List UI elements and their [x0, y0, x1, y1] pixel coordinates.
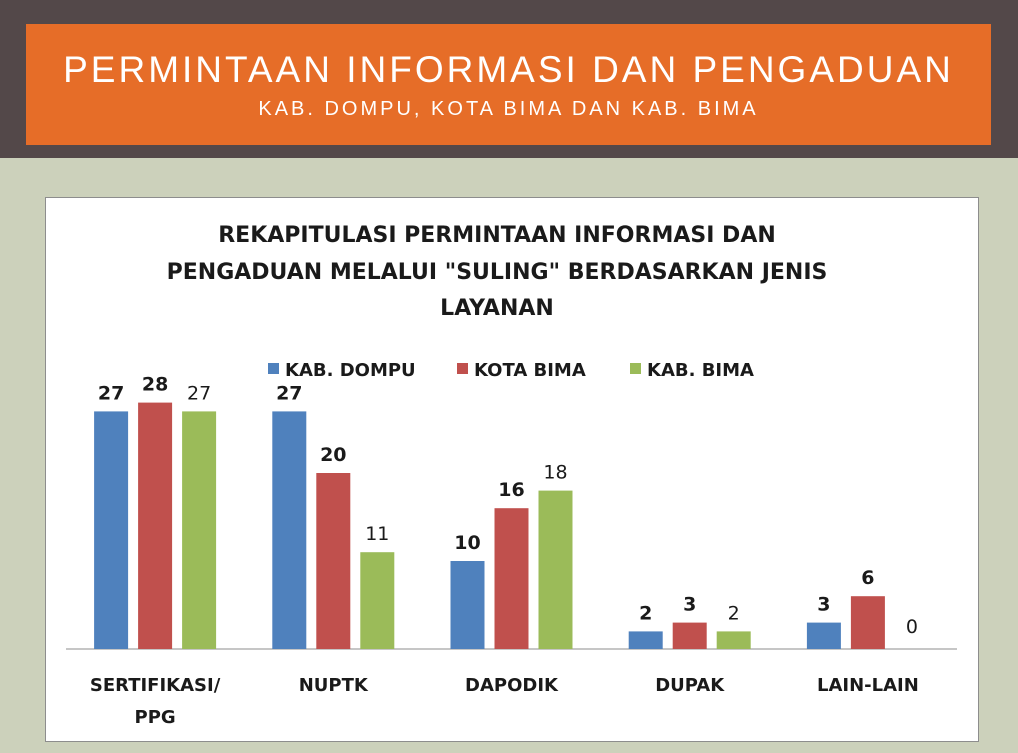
- bar: [538, 490, 573, 649]
- chart-title-line: LAYANAN: [440, 296, 554, 321]
- slide-title: PERMINTAAN INFORMASI DAN PENGADUAN: [63, 49, 954, 90]
- data-label: 10: [454, 532, 480, 554]
- legend-label: KAB. DOMPU: [285, 360, 416, 381]
- category-label: LAIN-LAIN: [817, 675, 919, 696]
- data-label: 16: [498, 479, 524, 501]
- data-label: 2: [639, 602, 652, 624]
- bar: [316, 473, 351, 649]
- bar: [94, 411, 129, 649]
- bar: [672, 622, 707, 649]
- legend-swatch: [630, 363, 641, 374]
- data-label: 27: [187, 382, 211, 404]
- data-label: 27: [98, 382, 124, 404]
- slide-subtitle: KAB. DOMPU, KOTA BIMA DAN KAB. BIMA: [258, 98, 759, 120]
- bar: [850, 596, 885, 649]
- bar: [360, 552, 395, 649]
- bar: [182, 411, 217, 649]
- legend-swatch: [268, 363, 279, 374]
- chart-panel: REKAPITULASI PERMINTAAN INFORMASI DAN PEN…: [45, 197, 979, 742]
- category-label: DAPODIK: [465, 675, 559, 696]
- data-label: 18: [543, 462, 567, 484]
- category-label: SERTIFIKASI/: [90, 675, 221, 696]
- data-label: 0: [906, 616, 918, 638]
- bar: [450, 561, 485, 649]
- bar-chart: REKAPITULASI PERMINTAAN INFORMASI DAN PEN…: [66, 223, 957, 728]
- data-label: 3: [683, 594, 696, 616]
- bar: [716, 631, 751, 649]
- chart-title-line: REKAPITULASI PERMINTAAN INFORMASI DAN: [218, 223, 776, 248]
- bar: [272, 411, 307, 649]
- data-label: 28: [142, 374, 168, 396]
- category-label: NUPTK: [299, 675, 369, 696]
- data-label: 20: [320, 444, 346, 466]
- category-label: PPG: [135, 707, 176, 728]
- data-label: 11: [365, 523, 389, 545]
- data-label: 6: [861, 567, 874, 589]
- chart-title-line: PENGADUAN MELALUI "SULING" BERDASARKAN J…: [167, 260, 828, 285]
- legend-label: KAB. BIMA: [647, 360, 754, 381]
- data-label: 3: [817, 594, 830, 616]
- data-label: 2: [728, 602, 740, 624]
- title-banner: PERMINTAAN INFORMASI DAN PENGADUAN KAB. …: [26, 24, 991, 145]
- data-label: 27: [276, 382, 302, 404]
- legend-label: KOTA BIMA: [474, 360, 586, 381]
- category-label: DUPAK: [655, 675, 725, 696]
- bar: [628, 631, 663, 649]
- bar: [494, 508, 529, 649]
- bar: [138, 402, 173, 649]
- bar: [806, 622, 841, 649]
- legend-swatch: [457, 363, 468, 374]
